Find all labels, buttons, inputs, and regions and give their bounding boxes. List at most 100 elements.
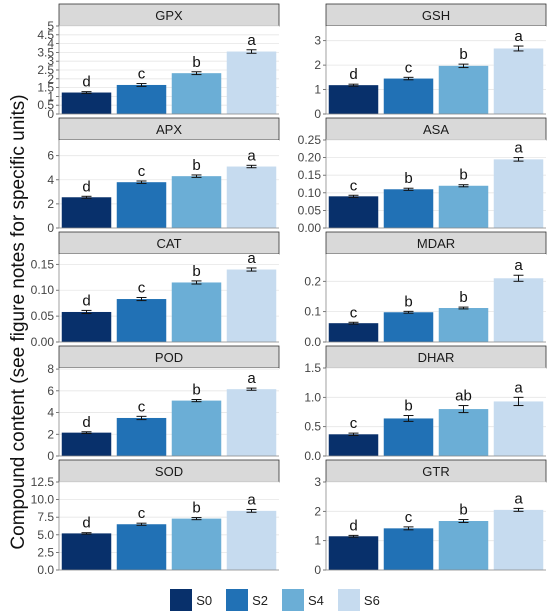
y-tick-label-gpx-5: 2.5 bbox=[37, 63, 54, 77]
significance-letter-mdar-s4: b bbox=[459, 289, 467, 306]
significance-letter-cat-s4: b bbox=[192, 263, 200, 280]
bar-dhar-s2 bbox=[383, 418, 434, 456]
significance-letter-mdar-s2: b bbox=[404, 293, 412, 310]
y-tick-label-sod-3: 7.5 bbox=[37, 510, 54, 524]
bar-asa-s0 bbox=[328, 196, 379, 228]
significance-letter-dhar-s4: ab bbox=[455, 388, 472, 405]
significance-letter-gsh-s2: c bbox=[405, 59, 413, 76]
y-tick-label-asa-3: 0.15 bbox=[298, 168, 322, 182]
y-tick-label-dhar-2: 1.0 bbox=[304, 390, 321, 404]
bar-gtr-s2 bbox=[383, 528, 434, 570]
y-tick-label-gsh-3: 3 bbox=[314, 34, 321, 48]
bar-sod-s6 bbox=[226, 510, 277, 570]
y-tick-label-gsh-0: 0 bbox=[314, 107, 321, 121]
panel-title-mdar: MDAR bbox=[417, 236, 455, 251]
bar-gpx-s0 bbox=[61, 92, 112, 114]
y-tick-label-asa-1: 0.05 bbox=[298, 203, 322, 217]
significance-letter-sod-s0: d bbox=[82, 515, 90, 532]
bar-sod-s2 bbox=[116, 524, 167, 570]
bar-gpx-s4 bbox=[171, 73, 222, 114]
y-tick-label-dhar-0: 0.0 bbox=[304, 449, 321, 463]
significance-letter-dhar-s2: b bbox=[404, 398, 412, 415]
y-tick-label-sod-0: 0.0 bbox=[37, 563, 54, 577]
y-tick-label-sod-4: 10.0 bbox=[31, 493, 55, 507]
significance-letter-pod-s4: b bbox=[192, 382, 200, 399]
significance-letter-asa-s6: a bbox=[514, 140, 523, 157]
bar-mdar-s4 bbox=[438, 308, 489, 342]
bar-apx-s4 bbox=[171, 176, 222, 228]
bar-pod-s0 bbox=[61, 432, 112, 456]
y-tick-label-gpx-4: 2 bbox=[47, 72, 54, 86]
bar-mdar-s6 bbox=[493, 278, 544, 342]
significance-letter-gsh-s0: d bbox=[349, 66, 357, 83]
significance-letter-asa-s4: b bbox=[459, 167, 467, 184]
significance-letter-cat-s6: a bbox=[247, 250, 256, 267]
y-tick-label-pod-4: 8 bbox=[47, 362, 54, 376]
legend-item-s6: S6 bbox=[337, 589, 380, 611]
chart-svg: Compound content (see figure notes for s… bbox=[8, 3, 547, 577]
legend-label-s0: S0 bbox=[196, 592, 213, 608]
bar-asa-s2 bbox=[383, 189, 434, 228]
bar-pod-s2 bbox=[116, 417, 167, 456]
y-tick-label-cat-3: 0.15 bbox=[31, 257, 55, 271]
y-axis-label: Compound content (see figure notes for s… bbox=[8, 94, 29, 549]
bar-gpx-s6 bbox=[226, 51, 277, 114]
y-tick-label-sod-5: 12.5 bbox=[31, 475, 55, 489]
significance-letter-asa-s2: b bbox=[404, 170, 412, 187]
y-tick-label-pod-2: 4 bbox=[47, 406, 54, 420]
y-tick-label-gpx-0: 0 bbox=[47, 107, 54, 121]
y-tick-label-dhar-1: 0.5 bbox=[304, 420, 321, 434]
significance-letter-asa-s0: c bbox=[350, 177, 358, 194]
significance-letter-pod-s2: c bbox=[138, 398, 146, 415]
bar-dhar-s0 bbox=[328, 434, 379, 456]
bar-asa-s6 bbox=[493, 159, 544, 228]
y-tick-label-cat-0: 0.00 bbox=[31, 335, 55, 349]
significance-letter-mdar-s6: a bbox=[514, 257, 523, 274]
y-tick-label-gpx-9: 4.5 bbox=[37, 28, 54, 42]
significance-letter-gpx-s0: d bbox=[82, 74, 90, 91]
bar-pod-s4 bbox=[171, 400, 222, 456]
y-tick-label-gtr-2: 2 bbox=[314, 504, 321, 518]
legend-label-s4: S4 bbox=[308, 592, 324, 608]
bar-mdar-s2 bbox=[383, 312, 434, 342]
significance-letter-pod-s6: a bbox=[247, 370, 256, 387]
bar-gsh-s4 bbox=[438, 65, 489, 114]
bar-sod-s4 bbox=[171, 518, 222, 570]
significance-letter-gsh-s6: a bbox=[514, 28, 523, 45]
panel-title-sod: SOD bbox=[155, 464, 183, 479]
significance-letter-sod-s2: c bbox=[138, 505, 146, 522]
bar-gsh-s0 bbox=[328, 85, 379, 114]
y-tick-label-gtr-1: 1 bbox=[314, 534, 321, 548]
legend-item-s4: S4 bbox=[282, 589, 324, 611]
bar-dhar-s4 bbox=[438, 409, 489, 456]
panel-title-gsh: GSH bbox=[422, 8, 450, 23]
bar-pod-s6 bbox=[226, 389, 277, 456]
y-tick-label-cat-2: 0.10 bbox=[31, 283, 55, 297]
y-tick-label-sod-1: 2.5 bbox=[37, 545, 54, 559]
y-tick-label-asa-0: 0.00 bbox=[298, 221, 322, 235]
panel-title-dhar: DHAR bbox=[418, 350, 455, 365]
y-tick-label-gtr-0: 0 bbox=[314, 563, 321, 577]
legend-swatch-s6 bbox=[337, 589, 360, 611]
significance-letter-gpx-s4: b bbox=[192, 54, 200, 71]
y-tick-label-pod-1: 2 bbox=[47, 427, 54, 441]
significance-letter-sod-s6: a bbox=[247, 491, 256, 508]
bar-gtr-s4 bbox=[438, 521, 489, 570]
y-tick-label-gpx-10: 5 bbox=[47, 19, 54, 33]
bar-gtr-s6 bbox=[493, 509, 544, 570]
bar-gpx-s2 bbox=[116, 84, 167, 114]
significance-letter-apx-s4: b bbox=[192, 157, 200, 174]
bar-gtr-s0 bbox=[328, 536, 379, 570]
y-tick-label-asa-2: 0.10 bbox=[298, 186, 322, 200]
panel-title-pod: POD bbox=[155, 350, 183, 365]
y-tick-label-apx-2: 4 bbox=[47, 173, 54, 187]
bar-apx-s6 bbox=[226, 166, 277, 228]
bar-sod-s0 bbox=[61, 533, 112, 570]
y-tick-label-gpx-8: 4 bbox=[47, 37, 54, 51]
y-tick-label-apx-1: 2 bbox=[47, 197, 54, 211]
y-tick-label-gtr-3: 3 bbox=[314, 475, 321, 489]
significance-letter-pod-s0: d bbox=[82, 414, 90, 431]
legend-swatch-s0 bbox=[170, 589, 193, 611]
y-tick-label-cat-1: 0.05 bbox=[31, 309, 55, 323]
